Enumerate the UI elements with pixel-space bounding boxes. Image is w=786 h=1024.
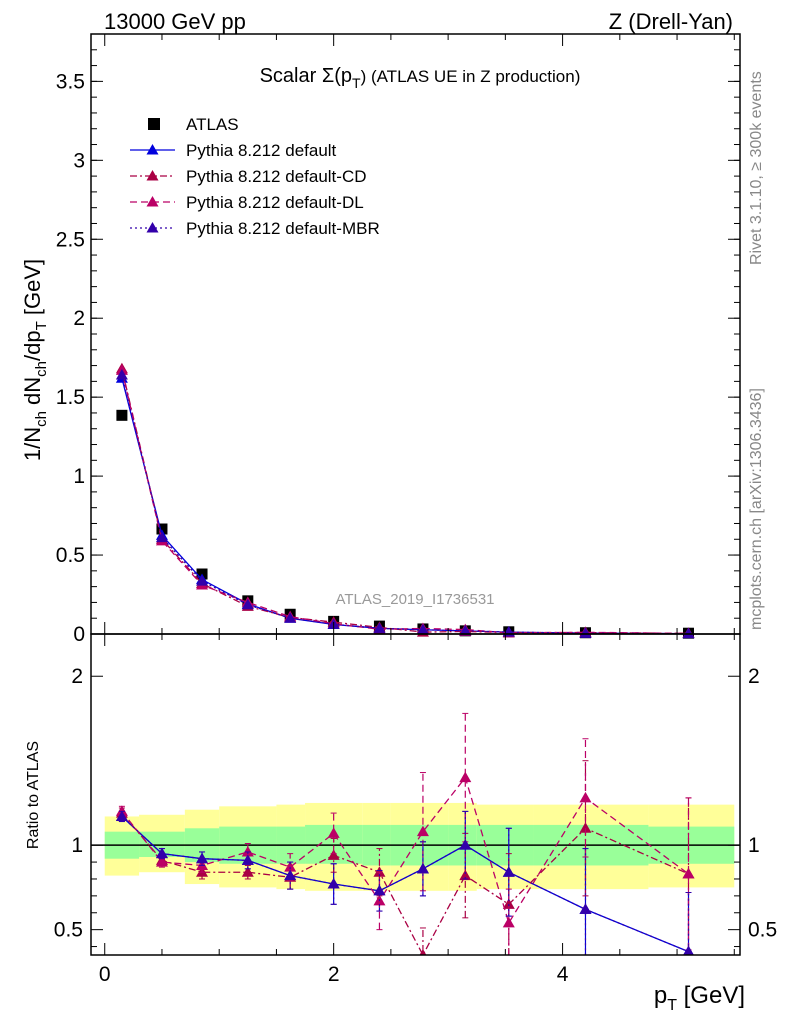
main-ytick-label: 1.5 [56, 386, 85, 409]
ratio-series-group [115, 712, 695, 955]
rivet-label: Rivet 3.1.10, ≥ 300k events [748, 71, 765, 265]
ratio-xtick-label: 4 [557, 963, 569, 986]
header-process: Z (Drell-Yan) [609, 9, 733, 34]
ratio-ytick-label: 0.5 [54, 919, 83, 942]
plot-title-sub: T [352, 75, 361, 91]
main-point-mbr [284, 612, 297, 623]
ratio-point-mbr [155, 847, 168, 859]
main-series-group [115, 362, 695, 639]
ratio-point-cd [373, 866, 386, 877]
ratio-point-dl [416, 825, 429, 837]
ratio-point-mbr [502, 866, 515, 877]
ratio-point-mbr [327, 878, 340, 889]
ratio-line-cd [121, 812, 689, 955]
main-ytick-label: 2 [73, 307, 85, 330]
legend-marker-dl [146, 196, 159, 207]
xlabel: pT [GeV] [654, 982, 745, 1014]
ratio-point-dl [284, 861, 297, 872]
ratio-uncertainty-bands [104, 802, 735, 891]
main-ytick-label: 3 [73, 149, 85, 172]
main-point-mbr [115, 369, 128, 380]
legend-label-atlas: ATLAS [186, 115, 239, 134]
ratio-point-mbr [459, 839, 472, 850]
main-line-mbr [121, 374, 689, 635]
main-point-mbr [241, 598, 254, 610]
atlas-data-point [156, 523, 168, 535]
legend-marker-mbr [146, 222, 159, 233]
ratio-point-cd [459, 869, 472, 881]
main-point-mbr [682, 627, 695, 639]
main-point-mbr [196, 575, 209, 586]
ratio-point-cd [327, 849, 340, 860]
ratio-ytick-label: 2 [71, 665, 83, 688]
main-line-cd [121, 368, 689, 635]
ratio-point-cd [419, 949, 427, 955]
main-ytick-label: 2.5 [56, 228, 85, 251]
ratio-point-mbr [416, 862, 429, 874]
ratio-ylabel: Ratio to ATLAS [25, 741, 42, 849]
main-line-dl [121, 370, 689, 635]
ratio-ytick-label-right: 2 [748, 665, 760, 688]
ratio-xtick-label: 2 [328, 963, 340, 986]
ratio-point-mbr [115, 810, 128, 821]
analysis-watermark: ATLAS_2019_I1736531 [335, 591, 494, 608]
ratio-point-dl [459, 771, 472, 783]
main-ytick-label: 0 [73, 623, 85, 646]
axis-ticks: 0 0.5 1 1.5 2 2.5 3 3.5 0 2 4 0.5 0.5 1 1 2 2 [54, 33, 777, 986]
main-ytick-label: 0.5 [56, 544, 85, 567]
ratio-ytick-label-right: 1 [748, 834, 760, 857]
atlas-data-point [116, 409, 128, 421]
legend-label-dl: Pythia 8.212 default-DL [186, 193, 364, 212]
main-ytick-label: 1 [73, 465, 85, 488]
ratio-point-mbr [579, 903, 592, 914]
ratio-line-default [121, 815, 689, 953]
ratio-point-mbr [196, 852, 209, 864]
ratio-line-dl [121, 776, 689, 925]
main-ylabel: 1/Nch dNch/dpT [GeV] [20, 259, 50, 461]
main-line-default [121, 378, 689, 635]
ratio-point-mbr [284, 869, 297, 881]
legend: ATLAS Pythia 8.212 default Pythia 8.212 de… [130, 115, 380, 238]
ratio-point-dl [155, 856, 168, 867]
legend-marker-atlas [148, 118, 160, 130]
legend-label-mbr: Pythia 8.212 default-MBR [186, 219, 380, 238]
ratio-plot-frame [90, 633, 741, 956]
legend-label-default: Pythia 8.212 default [186, 141, 337, 160]
ratio-point-mbr [683, 945, 694, 955]
ratio-xtick-label: 0 [99, 963, 111, 986]
legend-marker-cd [146, 170, 159, 181]
ratio-point-cd [579, 822, 592, 833]
ratio-point-cd [241, 866, 254, 877]
plot-title: Scalar Σ(pT) (ATLAS UE in Z production) [260, 65, 581, 91]
main-ytick-label: 3.5 [56, 70, 85, 93]
plot-title-main: Scalar Σ(p [260, 65, 352, 87]
ratio-point-dl [327, 827, 340, 838]
legend-label-cd: Pythia 8.212 default-CD [186, 167, 367, 186]
plot-title-rest: ) (ATLAS UE in Z production) [361, 67, 581, 86]
legend-marker-default [146, 144, 159, 155]
main-point-mbr [155, 531, 168, 543]
ratio-point-dl [241, 845, 254, 857]
main-point-mbr [416, 623, 429, 635]
main-point-mbr [373, 622, 386, 633]
ratio-ytick-label: 1 [71, 834, 83, 857]
main-point-mbr [459, 624, 472, 636]
ratio-point-dl [579, 791, 592, 803]
ratio-ytick-label-right: 0.5 [748, 919, 777, 942]
ratio-point-mbr [241, 854, 254, 865]
header-energy: 13000 GeV pp [104, 9, 246, 34]
ratio-point-mbr [373, 884, 386, 896]
ratio-point-cd [502, 898, 515, 909]
ratio-point-dl [682, 867, 695, 879]
main-point-mbr [579, 627, 592, 638]
mcplots-label: mcplots.cern.ch [arXiv:1306.3436] [748, 388, 765, 630]
ratio-point-dl [502, 916, 515, 928]
